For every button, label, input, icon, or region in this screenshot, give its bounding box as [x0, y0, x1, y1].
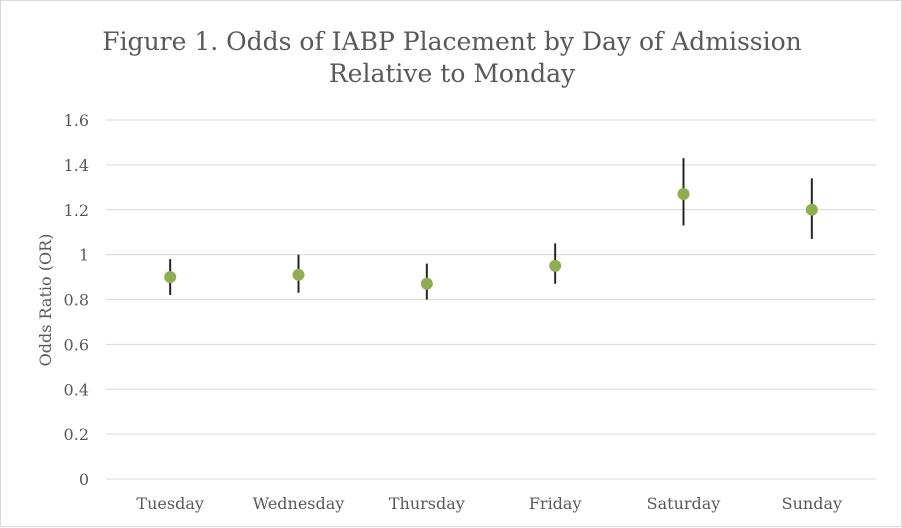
data-point	[164, 271, 177, 284]
y-tick-label: 0.4	[64, 380, 89, 399]
y-tick-label: 1	[79, 246, 89, 265]
data-points	[164, 188, 818, 290]
y-tick-label: 0	[79, 470, 89, 489]
y-tick-label: 1.4	[64, 156, 89, 175]
x-tick-label: Friday	[529, 494, 582, 513]
chart-title-line-1: Figure 1. Odds of IABP Placement by Day …	[102, 27, 802, 56]
chart-title-line-2: Relative to Monday	[329, 59, 576, 88]
data-point	[549, 259, 562, 272]
x-tick-label: Tuesday	[136, 494, 203, 513]
y-tick-label: 0.8	[64, 291, 89, 310]
data-point	[677, 188, 690, 201]
x-tick-labels: Tuesday Wednesday Thursday Friday Saturday Su…	[136, 494, 842, 513]
x-tick-label: Saturday	[647, 494, 721, 513]
gridlines	[106, 119, 876, 480]
y-tick-label: 1.2	[64, 201, 89, 220]
x-tick-label: Sunday	[782, 494, 842, 513]
y-tick-label: 0.6	[64, 335, 89, 354]
y-tick-labels: 0 0.2 0.4 0.6 0.8 1 1.2 1.4 1.6	[64, 111, 89, 489]
data-point	[805, 203, 818, 216]
error-bars	[169, 158, 813, 300]
y-tick-label: 1.6	[64, 111, 89, 130]
data-point	[420, 277, 433, 290]
x-tick-label: Thursday	[389, 494, 465, 513]
y-tick-label: 0.2	[64, 425, 89, 444]
y-axis-label: Odds Ratio (OR)	[36, 234, 55, 367]
x-tick-label: Wednesday	[253, 494, 345, 513]
data-point	[292, 268, 305, 281]
